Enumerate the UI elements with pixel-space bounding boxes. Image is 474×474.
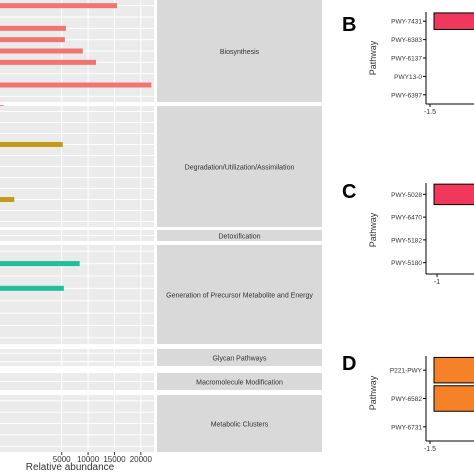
bar-pwy-5028: [433, 183, 474, 206]
panel-letter-d: D: [342, 353, 356, 375]
bar-p221-pwy: [433, 356, 474, 384]
y-tick-label-pwy-6582: PWY-6582: [391, 396, 422, 403]
y-tick-label-pwy-5182: PWY-5182: [391, 237, 422, 244]
facet-label-degradation-utilization-assimilation: Degradation/Utilization/Assimilation: [185, 165, 295, 172]
panel-letter-b: B: [342, 14, 356, 36]
bar-degradation-utilization-assimilation: [0, 197, 15, 202]
x-tick-label: 15000: [103, 455, 126, 464]
faceted-bar-chart: Biosynthesis Degradation/Utilization/Assi…: [0, 0, 322, 464]
facet-strip-biosynthesis: [157, 0, 322, 102]
panel-c: C Pathway PWY-5028 PWY-6470 PWY-5182 PWY-51…: [342, 181, 474, 286]
x-tick-label: -1.5: [424, 446, 436, 453]
facet-label-metabolic-clusters: Metabolic Clusters: [211, 422, 269, 429]
y-tick-label-pwy-6731: PWY-6731: [391, 424, 422, 431]
panel-b-y-axis-label: Pathway: [368, 40, 378, 75]
facet-label-detoxification: Detoxification: [218, 234, 260, 241]
x-tick-label: 20000: [130, 455, 153, 464]
y-tick-label-pwy-6383: PWY-6383: [391, 37, 422, 44]
panel-d-y-axis-label: Pathway: [368, 375, 378, 410]
y-tick-label-pwy-7431: PWY-7431: [391, 19, 422, 26]
x-tick-label: 10000: [77, 455, 100, 464]
y-tick-label-pwy-6137: PWY-6137: [391, 56, 422, 63]
facet-label-macromolecule-modification: Macromolecule Modification: [196, 380, 283, 387]
panel-b: B Pathway PWY-7431 PWY-6383 PWY-6137 PWY13-…: [342, 12, 474, 116]
bar-biosynthesis: [0, 59, 96, 65]
bar-degradation-utilization-assimilation: [0, 142, 63, 147]
bar-biosynthesis: [0, 3, 118, 9]
facet-strip-degradation-utilization-assimilation: [157, 106, 322, 227]
y-tick-label-p221-pwy: P221-PWY: [390, 368, 423, 375]
bar-generation-of-precursor-metabolite-and-energy: [0, 261, 80, 267]
bar-biosynthesis: [0, 37, 65, 43]
y-tick-label-pwy13-0: PWY13-0: [394, 74, 422, 81]
bar-biosynthesis: [0, 48, 83, 54]
facet-panel-glycan-pathways: [0, 349, 154, 366]
y-tick-label-pwy-5180: PWY-5180: [391, 260, 422, 267]
panel-letter-c: C: [342, 181, 356, 203]
bar-generation-of-precursor-metabolite-and-energy: [0, 285, 64, 291]
bar-pwy-7431: [433, 12, 474, 30]
x-tick-label: -1: [434, 279, 440, 286]
facet-label-generation-of-precursor-metabolite-and-energy: Generation of Precursor Metabolite and E…: [166, 293, 313, 300]
panel-d: D Pathway P221-PWY PWY-6582 PWY-6731 -1.5: [342, 353, 474, 453]
bar-biosynthesis: [0, 82, 152, 88]
bar-biosynthesis: [0, 25, 66, 31]
x-tick-label: -1.5: [424, 109, 436, 116]
facet-strip-metabolic-clusters: [157, 395, 322, 452]
y-tick-label-pwy-6470: PWY-6470: [391, 215, 422, 222]
facet-label-glycan-pathways: Glycan Pathways: [212, 356, 267, 363]
x-tick-label: 5000: [53, 455, 71, 464]
facet-strip-detoxification: [157, 230, 322, 241]
facet-strip-glycan-pathways: [157, 349, 322, 366]
y-tick-label-pwy-5028: PWY-5028: [391, 192, 422, 199]
facet-label-biosynthesis: Biosynthesis: [220, 49, 260, 56]
bar-pwy-6582: [433, 385, 474, 412]
panel-c-y-axis-label: Pathway: [368, 212, 378, 247]
facet-strip-macromolecule-modification: [157, 373, 322, 390]
x-axis-label: Relative abundance: [26, 462, 115, 473]
y-tick-label-pwy-6397: PWY-6397: [391, 92, 422, 99]
facet-strip-generation-of-precursor-metabolite-and-energy: [157, 245, 322, 344]
facet-panel-generation-of-precursor-metabolite-and-energy: [0, 245, 154, 344]
